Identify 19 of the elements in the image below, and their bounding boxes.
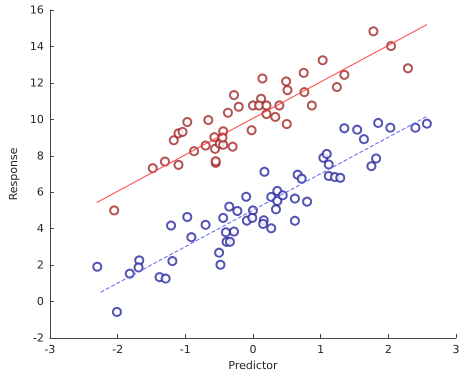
y-tick-label: 14	[30, 40, 44, 53]
x-axis-title: Predictor	[228, 359, 278, 372]
y-tick-label: 10	[30, 112, 44, 126]
x-tick-label: -1	[180, 343, 191, 356]
y-tick-label: 4	[36, 222, 44, 236]
x-tick-label: -3	[44, 343, 56, 356]
x-tick-label: 1	[317, 343, 324, 356]
y-tick-label: -2	[32, 332, 44, 344]
y-tick-label: 0	[36, 295, 44, 308]
y-tick-label: 12	[30, 76, 44, 90]
y-tick-label: 8	[36, 149, 44, 162]
x-tick-label: 3	[452, 343, 460, 356]
y-axis-title: Response	[7, 147, 20, 200]
y-tick-label: 6	[36, 186, 44, 199]
y-tick-label: 16	[30, 4, 44, 16]
x-tick-label: 0	[249, 343, 256, 356]
x-tick-label: -2	[112, 343, 124, 356]
y-tick-label: 2	[36, 258, 44, 272]
x-tick-label: 2	[384, 343, 392, 356]
